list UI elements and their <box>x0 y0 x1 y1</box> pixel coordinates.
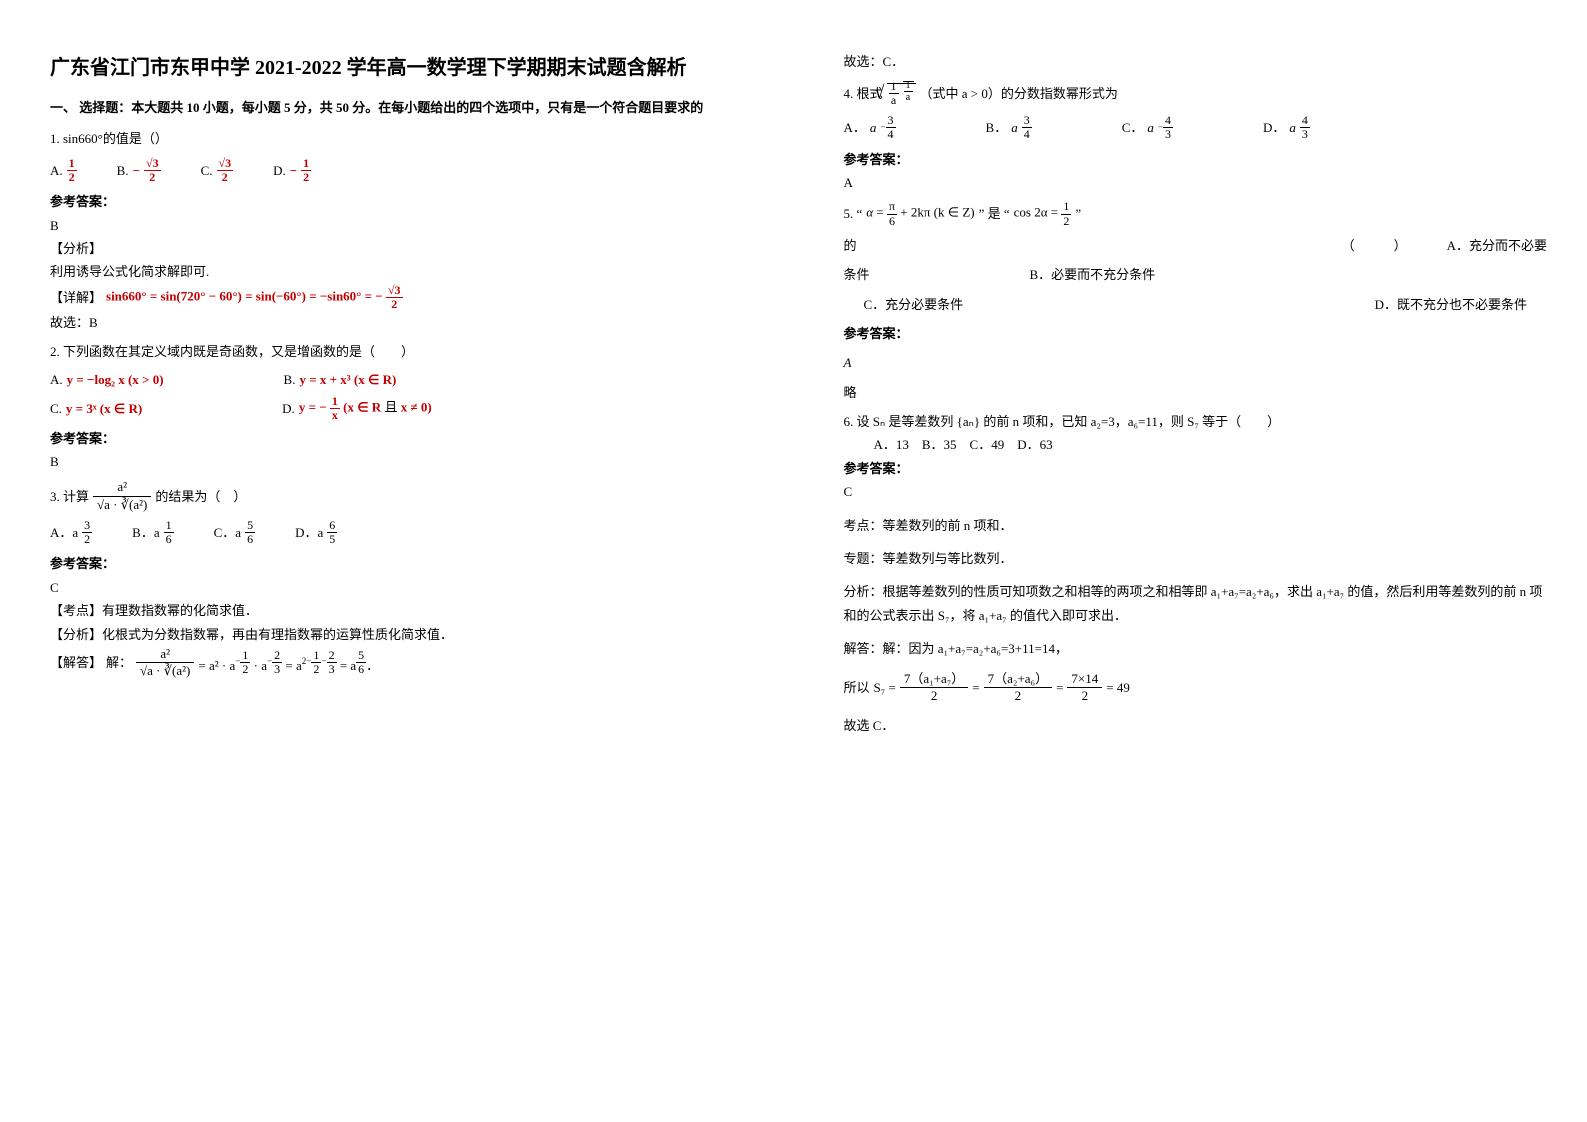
q2-ans: B <box>50 450 754 473</box>
q1-stem: 1. sin660°的值是（） <box>50 127 754 150</box>
q6-special: 专题：等差数列与等比数列． <box>844 547 1548 570</box>
q5-alpha-expression: α = π6 + 2kπ (k ∈ Z) <box>866 200 974 227</box>
q2-optD: D. y = − 1x (x ∈ R 且 x ≠ 0) <box>282 395 432 422</box>
q5-paren: （ ） <box>1342 234 1407 257</box>
q4-root-expression: 1a 1a √ <box>887 79 916 108</box>
q3-ans-label: 参考答案： <box>50 552 754 575</box>
q1-optA-label: A. <box>50 159 63 182</box>
q2-optC-formula: y = 3ˣ (x ∈ R) <box>66 397 142 420</box>
q1-options: A. 12 B. −√32 C. √32 D. −12 <box>50 157 754 184</box>
q5-optB: B．必要而不充分条件 <box>1030 267 1156 282</box>
q5-optD: D．既不充分也不必要条件 <box>1375 297 1527 312</box>
q1-optB-label: B. <box>117 159 129 182</box>
q1-detail-label: 【详解】 <box>50 286 102 309</box>
q5-de: 的 <box>844 234 857 257</box>
q3-expression: a² √a · ∛(a²) <box>93 479 151 513</box>
question-6: 6. 设 Sₙ 是等差数列 {aₙ} 的前 n 项和，已知 a₂=3，a₆=11… <box>844 410 1548 738</box>
q6-solve: 解答：解：因为 a₁+a₇=a₂+a₆=3+11=14， <box>844 637 1548 660</box>
q4-stem: 4. 根式 1a 1a √ （式中 a > 0）的分数指数幂形式为 <box>844 79 1548 108</box>
q4-options: A．a−34 B．a34 C．a−43 D．a43 <box>844 114 1548 141</box>
q4-optA: A．a−34 <box>844 114 896 141</box>
q4-optB: B．a34 <box>986 114 1032 141</box>
q2-optB-label: B. <box>284 368 296 391</box>
q5-stem-mid: ” 是 “ <box>979 202 1010 225</box>
q2-optB-formula: y = x + x³ (x ∈ R) <box>299 368 396 391</box>
q5-tiaojian: 条件 <box>844 263 870 286</box>
section1-heading: 一、 选择题：本大题共 10 小题，每小题 5 分，共 50 分。在每小题给出的… <box>50 96 754 119</box>
q5-stem-suffix: ” <box>1075 202 1081 225</box>
q1-optD: D. −12 <box>273 157 311 184</box>
q3-ans: C <box>50 576 754 599</box>
q5-cos-expression: cos 2α = 12 <box>1014 200 1072 227</box>
q5-row2: 的 （ ） A．充分而不必要 <box>844 234 1548 257</box>
q4-stem-suffix: （式中 a > 0）的分数指数幂形式为 <box>920 82 1118 105</box>
q2-stem: 2. 下列函数在其定义域内既是奇函数，又是增函数的是（ ） <box>50 340 754 363</box>
question-5: 5. “ α = π6 + 2kπ (k ∈ Z) ” 是 “ cos 2α =… <box>844 200 1548 404</box>
q3-stem: 3. 计算 a² √a · ∛(a²) 的结果为（ ） <box>50 479 754 513</box>
question-4: 4. 根式 1a 1a √ （式中 a > 0）的分数指数幂形式为 A．a−34… <box>844 79 1548 194</box>
q3-ana: 【分析】化根式为分数指数幂，再由有理指数幂的运算性质化简求值． <box>50 623 754 646</box>
q3-optC: C．a56 <box>214 519 255 546</box>
question-1: 1. sin660°的值是（） A. 12 B. −√32 C. √32 D. … <box>50 127 754 334</box>
q2-optA-label: A. <box>50 368 63 391</box>
q3-stem-suffix: 的结果为（ ） <box>155 485 246 508</box>
q2-optC: C. y = 3ˣ (x ∈ R) <box>50 395 142 422</box>
q3-topic: 【考点】有理数指数幂的化简求值． <box>50 599 754 622</box>
question-2: 2. 下列函数在其定义域内既是奇函数，又是增函数的是（ ） A. y = −lo… <box>50 340 754 473</box>
q3-optA: A．a32 <box>50 519 92 546</box>
q1-detail: 【详解】 sin660° = sin(720° − 60°) = sin(−60… <box>50 284 754 311</box>
q1-optC-label: C. <box>201 159 213 182</box>
page-right: 故选：C． 4. 根式 1a 1a √ （式中 a > 0）的分数指数幂形式为 … <box>794 0 1587 1122</box>
q4-ans-label: 参考答案： <box>844 148 1548 171</box>
page-left: 广东省江门市东甲中学 2021-2022 学年高一数学理下学期期末试题含解析 一… <box>0 0 794 1122</box>
q2-ans-label: 参考答案： <box>50 427 754 450</box>
q5-optA: A．充分而不必要 <box>1447 238 1547 253</box>
q3-solve: 【解答】 解： a²√a · ∛(a²) = a² · a−12 · a−23 … <box>50 646 754 680</box>
q2-optA: A. y = −log₂ x (x > 0) <box>50 368 164 391</box>
q6-topic: 考点：等差数列的前 n 项和． <box>844 514 1548 537</box>
q6-end: 故选 C． <box>844 714 1548 737</box>
q2-optB: B. y = x + x³ (x ∈ R) <box>284 368 397 391</box>
q6-formula: 所以 S₇ = 7（a₁+a₇）2 = 7（a₂+a₆）2 = 7×142 = … <box>844 671 1548 705</box>
q2-optC-label: C. <box>50 397 62 420</box>
q5-row3: 条件 B．必要而不充分条件 <box>844 263 1548 286</box>
q5-ans-label: 参考答案： <box>844 322 1548 345</box>
q2-optD-formula: y = − 1x (x ∈ R 且 x ≠ 0) <box>299 395 432 422</box>
q3-optD: D．a65 <box>295 519 337 546</box>
q5-row4: C．充分必要条件 D．既不充分也不必要条件 <box>844 293 1548 316</box>
q6-ans-label: 参考答案： <box>844 457 1548 480</box>
q3-end: 故选：C． <box>844 50 1548 73</box>
q5-stem: 5. “ α = π6 + 2kπ (k ∈ Z) ” 是 “ cos 2α =… <box>844 200 1548 227</box>
q6-options: A．13 B．35 C．49 D．63 <box>874 433 1548 456</box>
q2-optD-label: D. <box>282 397 295 420</box>
question-3: 3. 计算 a² √a · ∛(a²) 的结果为（ ） A．a32 B．a16 … <box>50 479 754 679</box>
q1-detail-formula: sin660° = sin(720° − 60°) = sin(−60°) = … <box>106 284 403 311</box>
q1-optC: C. √32 <box>201 157 234 184</box>
exam-title: 广东省江门市东甲中学 2021-2022 学年高一数学理下学期期末试题含解析 <box>50 50 754 86</box>
q1-ana-label: 【分析】 <box>50 237 754 260</box>
q1-optB: B. −√32 <box>117 157 161 184</box>
q1-ana: 利用诱导公式化简求解即可. <box>50 260 754 283</box>
q1-optA: A. 12 <box>50 157 77 184</box>
q6-ans: C <box>844 480 1548 503</box>
q1-ans: B <box>50 214 754 237</box>
q4-optD: D．a43 <box>1263 114 1310 141</box>
q5-optC: C．充分必要条件 <box>864 297 964 312</box>
q1-end: 故选：B <box>50 311 754 334</box>
q5-note: 略 <box>844 381 1548 404</box>
q6-stem: 6. 设 Sₙ 是等差数列 {aₙ} 的前 n 项和，已知 a₂=3，a₆=11… <box>844 410 1548 433</box>
q1-optD-label: D. <box>273 159 286 182</box>
q5-stem-prefix: 5. “ <box>844 202 863 225</box>
q3-options: A．a32 B．a16 C．a56 D．a65 <box>50 519 754 546</box>
q4-optC: C．a−43 <box>1122 114 1173 141</box>
q5-ans: A <box>844 351 1548 374</box>
q3-stem-prefix: 3. 计算 <box>50 485 89 508</box>
q3-optB: B．a16 <box>132 519 173 546</box>
q2-optA-formula: y = −log₂ x (x > 0) <box>67 368 164 391</box>
q4-ans: A <box>844 171 1548 194</box>
q1-ans-label: 参考答案： <box>50 190 754 213</box>
q6-ana: 分析：根据等差数列的性质可知项数之和相等的两项之和相等即 a₁+a₇=a₂+a₆… <box>844 580 1548 627</box>
